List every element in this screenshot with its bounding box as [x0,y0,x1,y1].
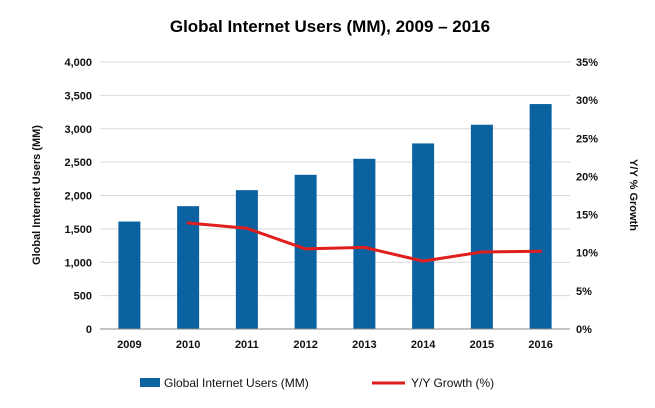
y2-tick-label: 25% [576,133,598,145]
bar-2013 [353,158,376,329]
y-tick-label: 0 [86,324,92,336]
y-tick-label: 500 [74,291,92,303]
y-tick-labels: 0 500 1,000 1,500 2,000 2,500 3,000 3,500 4,000 [64,57,92,336]
y-tick-label: 2,500 [64,157,92,169]
bar-2015 [470,124,493,330]
chart-title: Global Internet Users (MM), 2009 – 2016 [170,17,490,36]
x-tick-label: 2010 [176,339,200,351]
y2-axis-title: Y/Y % Growth [627,159,639,231]
y-axis-title: Global Internet Users (MM) [31,125,43,265]
bar-2009 [118,221,141,329]
bar-2011 [235,190,258,329]
bars [118,104,552,330]
y2-tick-label: 5% [576,286,592,298]
legend-label-line: Y/Y Growth (%) [411,376,494,390]
x-tick-label: 2013 [352,339,376,351]
x-tick-label: 2011 [235,339,259,351]
growth-line [186,221,543,263]
bar-2010 [177,206,200,329]
y-tick-label: 1,000 [64,257,92,269]
x-tick-label: 2014 [411,339,436,351]
gridlines [100,61,570,297]
y-tick-label: 3,500 [64,90,92,102]
legend: Global Internet Users (MM) Y/Y Growth (%… [140,376,494,390]
x-tick-label: 2009 [117,339,141,351]
x-tick-label: 2016 [528,339,552,351]
x-tick-labels: 2009 2010 2011 2012 2013 2014 2015 2016 [117,339,553,351]
y-tick-label: 3,000 [64,124,92,136]
y2-tick-label: 30% [576,95,598,107]
y2-tick-labels: 0% 5% 10% 15% 20% 25% 30% 35% [576,57,598,336]
y2-tick-label: 20% [576,171,598,183]
y2-tick-label: 35% [576,57,598,69]
legend-label-bars: Global Internet Users (MM) [164,376,309,390]
y2-tick-label: 0% [576,324,592,336]
y2-tick-label: 15% [576,210,598,222]
y-tick-label: 4,000 [64,57,92,69]
legend-swatch-bars [140,378,160,387]
x-tick-label: 2015 [470,339,494,351]
bar-2014 [412,143,435,329]
bar-2012 [294,174,317,329]
growth-line-group [186,221,543,263]
y2-tick-label: 10% [576,248,598,260]
x-tick-label: 2012 [293,339,317,351]
y-tick-label: 1,500 [64,224,92,236]
bar-2016 [529,104,552,330]
y-tick-label: 2,000 [64,191,92,203]
